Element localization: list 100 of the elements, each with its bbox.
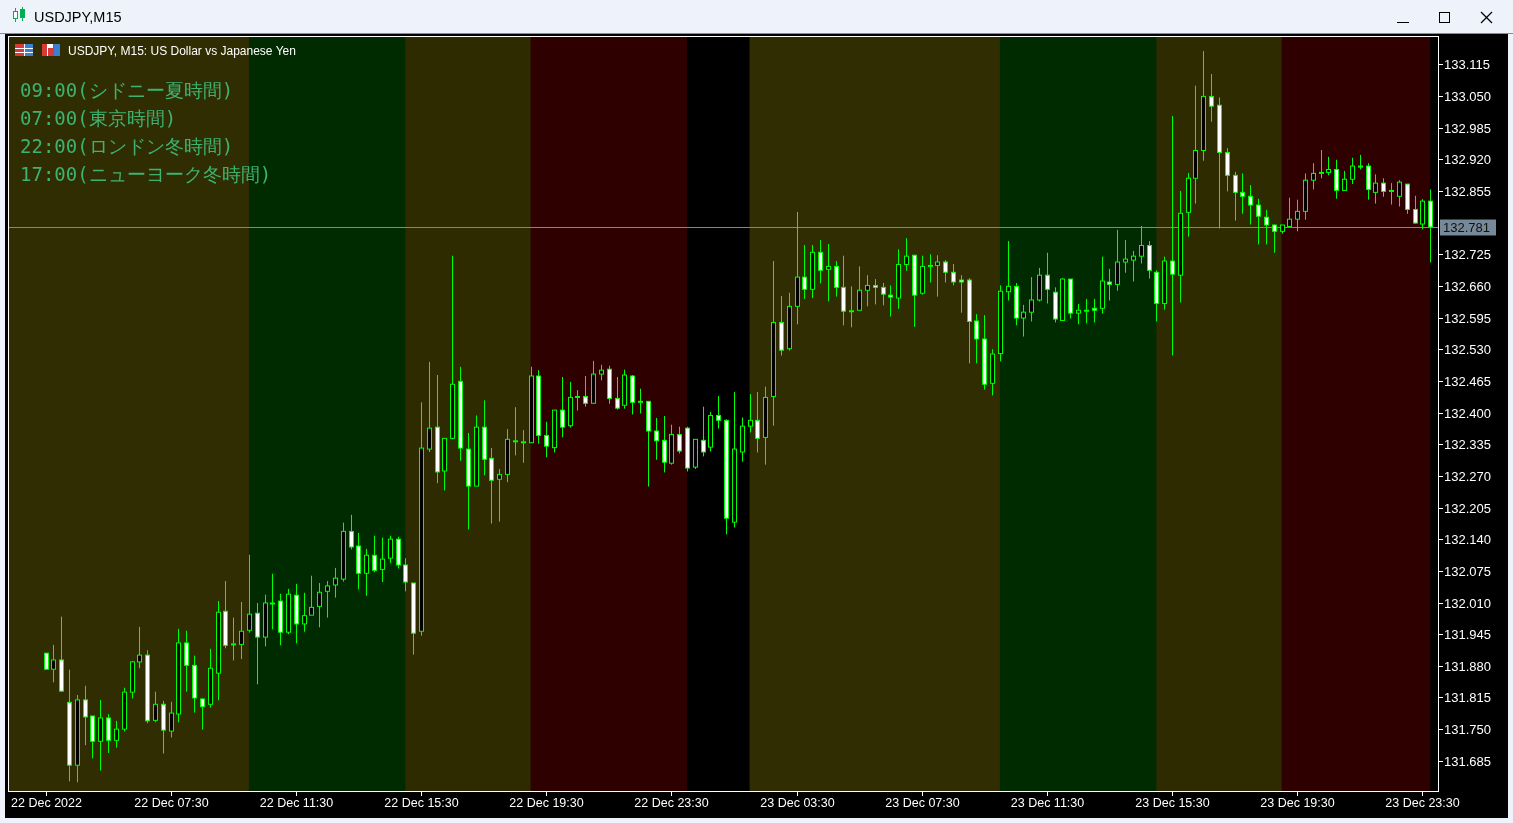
candlestick [1319,149,1324,179]
candlestick [1107,268,1112,302]
y-tick-label: 133.050 [1444,89,1491,104]
candlestick [1139,225,1144,264]
annotation: 22:00(ロンドン冬時間) [20,135,234,157]
candlestick [849,285,854,328]
y-tick-label: 132.335 [1444,437,1491,452]
candlestick [834,260,839,298]
candlestick [114,720,119,749]
candlestick [544,421,549,458]
candlestick [1350,157,1355,185]
text: USDJPY, M15: US Dollar vs Japanese Yen [68,44,296,58]
annotation: 17:00(ニューヨーク冬時間) [20,163,272,185]
candlestick [239,601,244,660]
y-tick-label: 132.530 [1444,342,1491,357]
candlestick [654,417,659,461]
candlestick [1342,170,1347,191]
candlestick [1076,303,1081,325]
candlestick [1233,171,1238,222]
x-tick-label: 22 Dec 07:30 [134,796,209,810]
x-tick-label: 23 Dec 15:30 [1135,796,1210,810]
candlestick [106,713,111,754]
candlestick [677,426,682,454]
y-tick-label: 132.985 [1444,121,1491,136]
candlestick [638,388,643,415]
candlestick [888,284,893,318]
candlestick [388,535,393,564]
candlestick [1287,197,1292,227]
candlestick [270,573,275,630]
candlestick [247,554,252,634]
candlestick [1115,229,1120,292]
candlestick [881,282,886,306]
candlestick [1006,240,1011,302]
y-tick-label: 132.855 [1444,184,1491,199]
y-tick-label: 131.880 [1444,659,1491,674]
candlestick [309,575,314,616]
candlestick [716,395,721,430]
candlestick [1240,172,1245,215]
x-tick-label: 22 Dec 19:30 [509,796,584,810]
candlestick [184,630,189,693]
y-tick-label: 132.725 [1444,247,1491,262]
candlestick [857,265,862,311]
candlestick [1366,162,1371,201]
y-tick-label: 133.115 [1444,57,1491,72]
candlestick [325,580,330,619]
y-tick-label: 132.010 [1444,596,1491,611]
candlestick [583,375,588,408]
candlestick [364,548,369,597]
candlestick [818,239,823,284]
candlestick [951,263,956,286]
candlestick [841,255,846,326]
y-tick-label: 131.945 [1444,627,1491,642]
y-tick-label: 132.075 [1444,564,1491,579]
candlestick [513,406,518,456]
x-tick-label: 22 Dec 15:30 [384,796,459,810]
candlestick [1413,195,1418,225]
y-tick-label: 132.595 [1444,311,1491,326]
candlestick [489,447,494,525]
candlestick [153,691,158,723]
candlestick [873,278,878,305]
candlestick [427,361,432,453]
candlestick [169,701,174,738]
candlestick [1264,209,1269,245]
x-tick-label: 22 Dec 23:30 [634,796,709,810]
y-tick-label: 132.465 [1444,374,1491,389]
candlestick [200,697,205,731]
candlestick [974,313,979,364]
candlestick [1225,147,1230,192]
candlestick [372,535,377,573]
y-tick-label: 131.685 [1444,754,1491,769]
candlestick [748,393,753,434]
candlestick [1311,162,1316,190]
candlestick [701,406,706,457]
y-tick-label: 132.400 [1444,406,1491,421]
y-tick-label: 132.270 [1444,469,1491,484]
candlestick [560,376,565,438]
chart-title: USDJPY,M15 [34,9,122,25]
ref-line-label: 132.781 [1443,220,1490,235]
y-tick-label: 132.140 [1444,532,1491,547]
x-tick-label: 23 Dec 03:30 [760,796,835,810]
candlestick [928,253,933,283]
candlestick [1029,276,1034,322]
candlestick [349,514,354,550]
candlestick [935,254,940,298]
candlestick [98,699,103,772]
y-tick-label: 132.205 [1444,501,1491,516]
candlestick [615,376,620,411]
x-tick-label: 23 Dec 07:30 [885,796,960,810]
candlestick [1295,199,1300,232]
candlestick [333,567,338,599]
y-tick-label: 131.750 [1444,722,1491,737]
candlestick [137,626,142,669]
candlestick [521,429,526,464]
candlestick [1123,239,1128,274]
candlestick [51,644,56,683]
candlestick [1389,182,1394,206]
candlestick [1397,179,1402,207]
candlestick [1131,250,1136,283]
candlestick [1381,177,1386,198]
candlestick [755,391,760,453]
